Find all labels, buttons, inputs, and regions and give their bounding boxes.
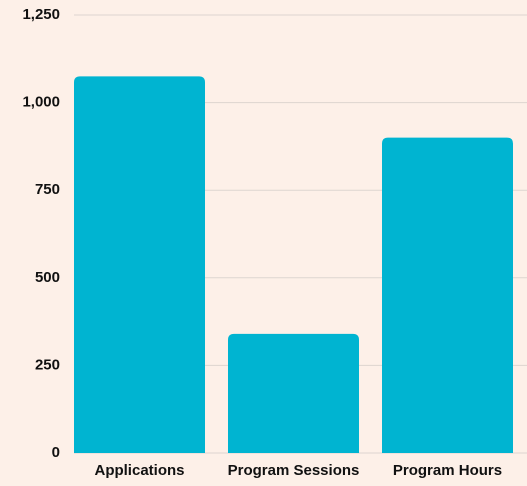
y-tick-label: 1,000	[22, 94, 60, 111]
y-tick-label: 500	[35, 269, 60, 286]
x-tick-label: Program Hours	[393, 462, 502, 479]
y-tick-label: 1,250	[22, 6, 60, 23]
x-tick-label: Applications	[94, 462, 184, 479]
y-tick-label: 250	[35, 356, 60, 373]
bar	[74, 76, 205, 453]
y-tick-label: 0	[52, 444, 60, 461]
bar	[382, 137, 513, 453]
y-tick-label: 750	[35, 181, 60, 198]
bar	[228, 333, 359, 453]
x-tick-label: Program Sessions	[228, 462, 360, 479]
